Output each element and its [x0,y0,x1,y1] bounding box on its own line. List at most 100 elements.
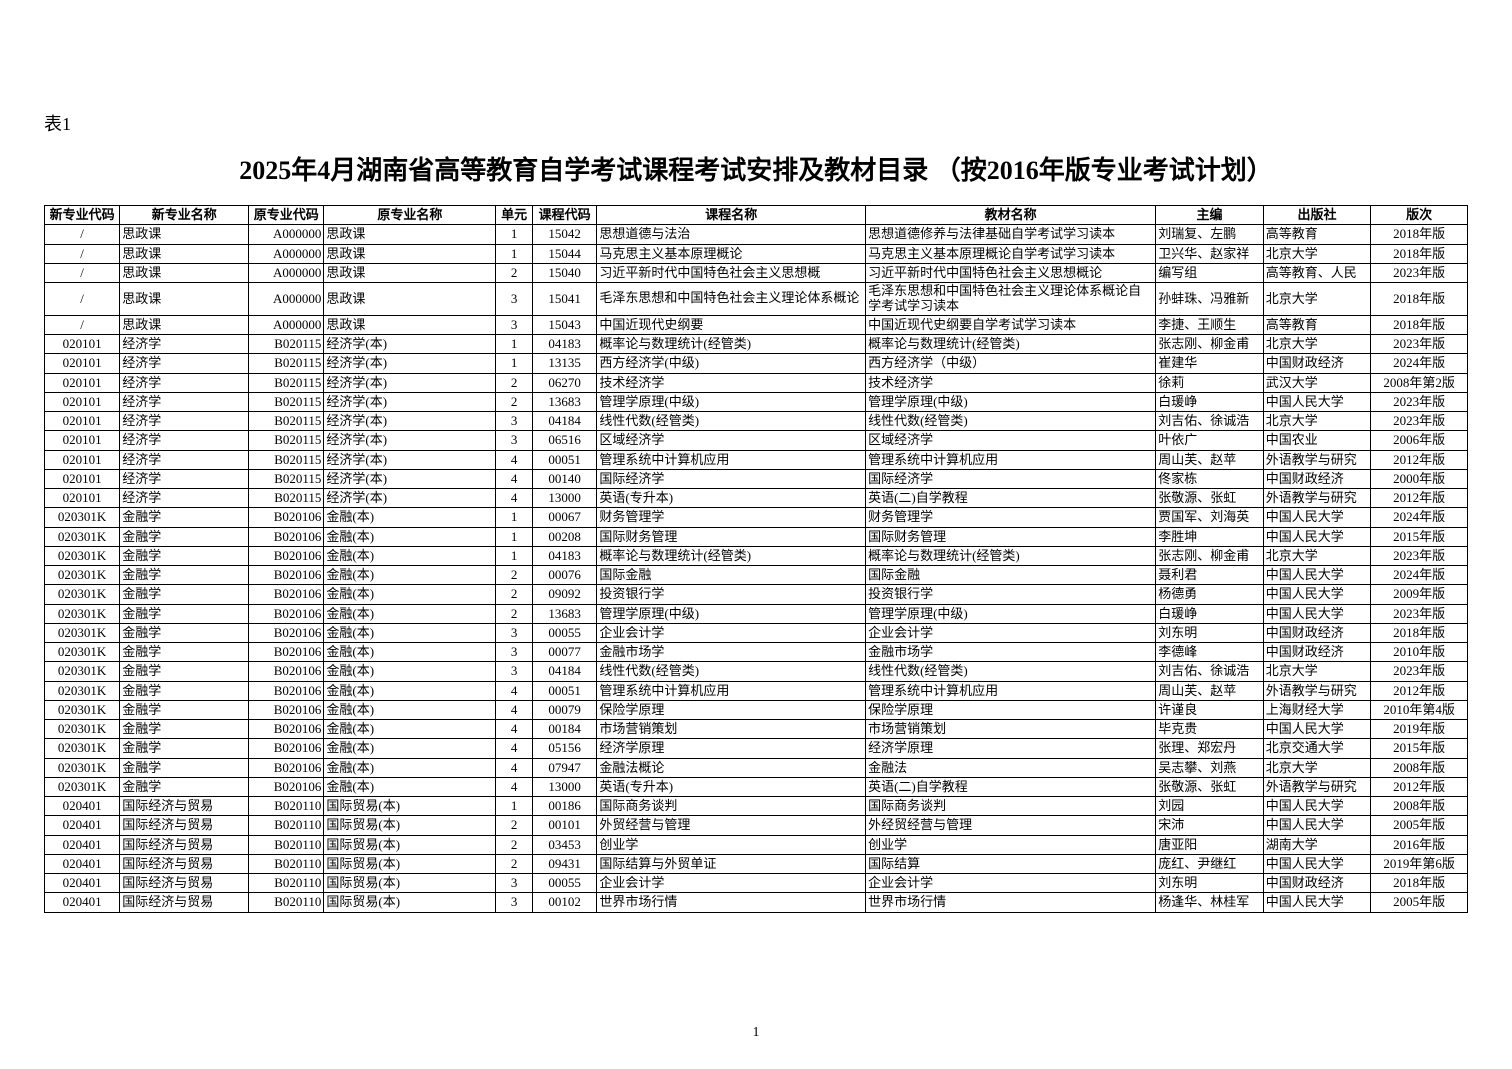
cell-new_name: 金融学 [120,739,249,758]
cell-old_code: B020110 [249,835,324,854]
cell-publisher: 北京大学 [1263,335,1370,354]
cell-editor: 杨德勇 [1156,585,1263,604]
cell-course_name: 国际金融 [597,566,866,585]
cell-course_name: 财务管理学 [597,508,866,527]
table-row: 020101经济学B020115经济学(本)306516区域经济学区域经济学叶依… [45,431,1468,450]
cell-new_code: 020301K [45,700,120,719]
cell-new_code: 020101 [45,335,120,354]
table-row: 020401国际经济与贸易B020110国际贸易(本)203453创业学创业学唐… [45,835,1468,854]
cell-edition: 2008年第2版 [1371,373,1468,392]
table-row: /思政课A000000思政课115044马克思主义基本原理概论马克思主义基本原理… [45,244,1468,263]
cell-new_name: 国际经济与贸易 [120,893,249,912]
cell-old_name: 金融(本) [324,546,496,565]
cell-publisher: 北京大学 [1263,758,1370,777]
cell-publisher: 中国人民大学 [1263,566,1370,585]
cell-publisher: 中国财政经济 [1263,469,1370,488]
table-row: /思政课A000000思政课315041毛泽东思想和中国特色社会主义理论体系概论… [45,283,1468,316]
cell-book_name: 金融法 [866,758,1156,777]
cell-editor: 杨逢华、林桂军 [1156,893,1263,912]
cell-new_code: 020301K [45,527,120,546]
cell-book_name: 经济学原理 [866,739,1156,758]
page-title: 2025年4月湖南省高等教育自学考试课程考试安排及教材目录 （按2016年版专业… [44,150,1468,187]
cell-old_name: 经济学(本) [324,373,496,392]
cell-course_code: 13135 [532,354,596,373]
cell-old_code: B020106 [249,508,324,527]
cell-old_name: 思政课 [324,315,496,334]
cell-editor: 刘瑞复、左鹏 [1156,225,1263,244]
cell-course_name: 投资银行学 [597,585,866,604]
table-row: 020301K金融学B020106金融(本)200076国际金融国际金融聂利君中… [45,566,1468,585]
cell-old_code: B020106 [249,623,324,642]
table-row: 020101经济学B020115经济学(本)304184线性代数(经管类)线性代… [45,412,1468,431]
cell-new_code: 020301K [45,566,120,585]
cell-publisher: 中国人民大学 [1263,508,1370,527]
cell-new_code: 020101 [45,469,120,488]
cell-edition: 2010年版 [1371,643,1468,662]
table-row: /思政课A000000思政课215040习近平新时代中国特色社会主义思想概习近平… [45,263,1468,282]
cell-old_code: B020106 [249,566,324,585]
cell-editor: 编写组 [1156,263,1263,282]
cell-publisher: 上海财经大学 [1263,700,1370,719]
cell-book_name: 线性代数(经管类) [866,662,1156,681]
cell-editor: 崔建华 [1156,354,1263,373]
cell-editor: 白瑗峥 [1156,604,1263,623]
cell-publisher: 中国人民大学 [1263,604,1370,623]
cell-old_name: 金融(本) [324,623,496,642]
cell-course_name: 经济学原理 [597,739,866,758]
cell-book_name: 国际财务管理 [866,527,1156,546]
cell-course_name: 管理学原理(中级) [597,392,866,411]
cell-old_code: B020106 [249,604,324,623]
cell-edition: 2023年版 [1371,412,1468,431]
cell-unit: 2 [496,604,533,623]
cell-new_code: 020401 [45,854,120,873]
cell-unit: 1 [496,546,533,565]
cell-course_name: 英语(专升本) [597,777,866,796]
cell-old_name: 国际贸易(本) [324,893,496,912]
cell-unit: 1 [496,527,533,546]
cell-old_name: 金融(本) [324,700,496,719]
cell-publisher: 中国财政经济 [1263,643,1370,662]
table-row: 020301K金融学B020106金融(本)300055企业会计学企业会计学刘东… [45,623,1468,642]
cell-new_code: 020301K [45,623,120,642]
cell-edition: 2005年版 [1371,816,1468,835]
cell-edition: 2012年版 [1371,681,1468,700]
cell-old_name: 金融(本) [324,681,496,700]
cell-old_code: B020106 [249,758,324,777]
cell-book_name: 市场营销策划 [866,720,1156,739]
cell-old_name: 经济学(本) [324,354,496,373]
cell-course_name: 线性代数(经管类) [597,662,866,681]
cell-editor: 周山芙、赵苹 [1156,450,1263,469]
cell-new_name: 国际经济与贸易 [120,797,249,816]
cell-publisher: 中国农业 [1263,431,1370,450]
cell-course_code: 00067 [532,508,596,527]
col-header-book_name: 教材名称 [866,206,1156,225]
cell-book_name: 保险学原理 [866,700,1156,719]
cell-new_name: 金融学 [120,546,249,565]
cell-old_name: 国际贸易(本) [324,835,496,854]
cell-old_name: 经济学(本) [324,431,496,450]
cell-course_code: 00051 [532,450,596,469]
cell-publisher: 外语教学与研究 [1263,450,1370,469]
cell-new_code: 020101 [45,489,120,508]
cell-new_code: 020101 [45,392,120,411]
cell-editor: 叶依广 [1156,431,1263,450]
cell-unit: 4 [496,720,533,739]
cell-course_code: 00184 [532,720,596,739]
table-row: 020301K金融学B020106金融(本)100067财务管理学财务管理学贾国… [45,508,1468,527]
cell-old_name: 经济学(本) [324,450,496,469]
cell-publisher: 北京大学 [1263,283,1370,316]
table-row: 020301K金融学B020106金融(本)100208国际财务管理国际财务管理… [45,527,1468,546]
cell-new_name: 经济学 [120,354,249,373]
cell-edition: 2005年版 [1371,893,1468,912]
cell-course_code: 00208 [532,527,596,546]
cell-old_code: B020115 [249,373,324,392]
cell-unit: 4 [496,739,533,758]
cell-course_code: 05156 [532,739,596,758]
cell-book_name: 区域经济学 [866,431,1156,450]
cell-book_name: 管理系统中计算机应用 [866,681,1156,700]
cell-edition: 2018年版 [1371,225,1468,244]
cell-old_name: 思政课 [324,244,496,263]
cell-new_name: 思政课 [120,225,249,244]
table-row: 020101经济学B020115经济学(本)413000英语(专升本)英语(二)… [45,489,1468,508]
cell-course_name: 英语(专升本) [597,489,866,508]
